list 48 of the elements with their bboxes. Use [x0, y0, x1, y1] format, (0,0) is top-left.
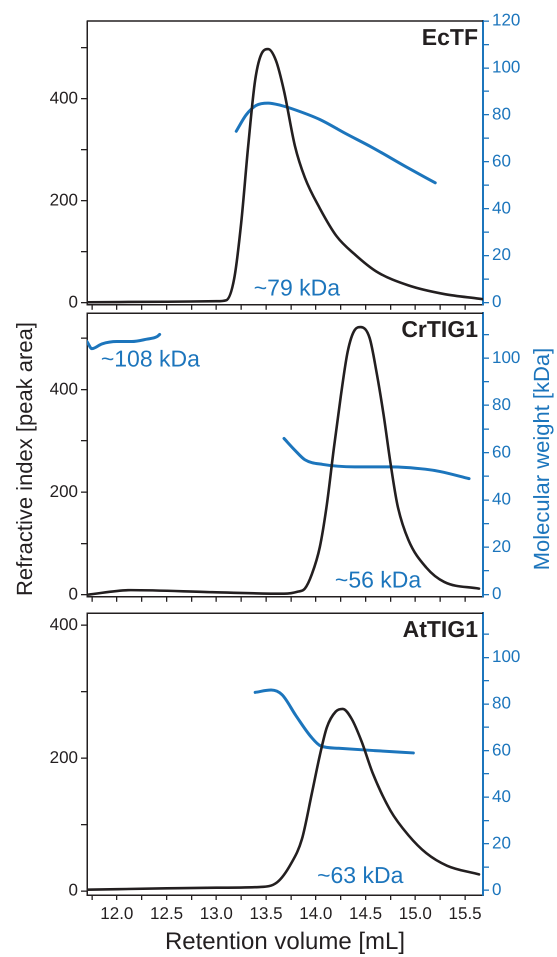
annotation: ~56 kDa — [334, 566, 422, 593]
x-tick-label: 15.5 — [448, 904, 482, 923]
y2-tick-label: 100 — [492, 647, 520, 666]
y2-tick-label: 40 — [492, 786, 511, 806]
y2-tick-label: 80 — [492, 694, 511, 713]
y2-tick-label: 100 — [492, 348, 520, 367]
x-tick-label: 13.5 — [250, 904, 283, 923]
y-tick-label: 200 — [50, 190, 78, 210]
x-tick-label: 13.0 — [200, 904, 233, 923]
annotation: ~108 kDa — [100, 345, 200, 372]
y2-tick-label: 120 — [492, 10, 520, 30]
line-series — [254, 688, 415, 754]
y-tick-label: 400 — [50, 88, 78, 108]
annotation: ~79 kDa — [254, 274, 340, 301]
y-tick-label: 400 — [50, 614, 78, 634]
y-tick-label: 0 — [68, 880, 78, 900]
x-tick-label: 14.0 — [299, 904, 332, 923]
y2-tick-label: 40 — [492, 198, 511, 218]
y2-tick-label: 60 — [492, 151, 511, 170]
y2-tick-label: 0 — [492, 880, 502, 900]
y2-tick-label: 20 — [492, 833, 511, 852]
y2-tick-label: 0 — [492, 292, 502, 312]
y2-tick-label: 80 — [492, 104, 511, 124]
y2-tick-label: 100 — [492, 58, 520, 77]
y2-tick-label: 20 — [492, 245, 511, 264]
y-tick-label: 200 — [50, 482, 78, 501]
x-tick-label: 15.0 — [398, 904, 432, 923]
x-tick-label: 12.0 — [100, 904, 134, 923]
y-tick-label: 0 — [68, 584, 78, 604]
y2-tick-label: 60 — [492, 442, 511, 462]
y2-tick-label: 20 — [492, 536, 511, 556]
y2-tick-label: 40 — [492, 490, 511, 509]
y-tick-label: 200 — [50, 748, 78, 767]
y2-tick-label: 0 — [492, 584, 502, 604]
x-axis-title: Retention volume [mL] — [164, 928, 406, 956]
y2-axis-title: Molecular weight [kDa] — [529, 348, 555, 570]
annotation: ~63 kDa — [317, 862, 404, 888]
y-tick-label: 0 — [68, 292, 78, 312]
y2-tick-label: 80 — [492, 395, 511, 414]
y-axis-title: Refractive index [peak area] — [12, 322, 38, 596]
chart-title: CrTIG1 — [401, 316, 478, 342]
chart-title: EcTF — [422, 24, 478, 50]
y-tick-label: 400 — [50, 379, 78, 398]
x-tick-label: 14.5 — [349, 904, 382, 923]
chart-title: AtTIG1 — [402, 616, 478, 642]
y2-tick-label: 60 — [492, 740, 511, 760]
x-tick-label: 12.5 — [150, 904, 184, 923]
line-series — [234, 102, 437, 184]
